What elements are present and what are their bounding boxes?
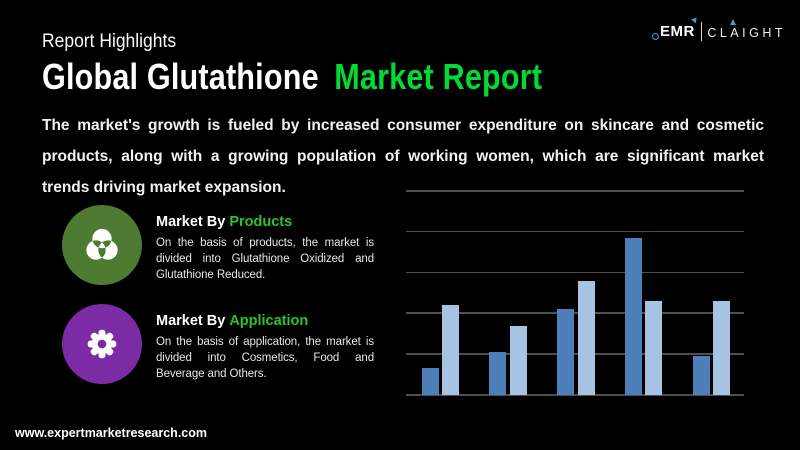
section-application-body: On the basis of application, the market …	[156, 334, 374, 382]
text-line: divided into Cosmetics, Food and	[156, 352, 374, 364]
intro-paragraph: The market's growth is fueled by increas…	[42, 110, 764, 203]
bar-series-1-group3	[557, 309, 575, 395]
bar-series-2-group1	[442, 305, 459, 395]
logo-emr-text: EMR	[651, 15, 699, 40]
chart-gridline	[406, 394, 744, 396]
bar-series-2-group5	[713, 301, 731, 395]
bar-series-2-group4	[645, 301, 663, 395]
emr-claight-logo: EMR CLAIGHT	[651, 15, 786, 41]
text-line: On the basis of application, the market …	[156, 336, 374, 348]
chart-gridline	[406, 271, 744, 274]
eyebrow-report-highlights: Report Highlights	[42, 31, 177, 52]
bar-series-1-group2	[489, 352, 507, 395]
section-products-body: On the basis of products, the market is d…	[156, 235, 374, 283]
bar-chart	[406, 190, 744, 396]
chart-gridline	[406, 353, 744, 355]
footer-website-url: www.expertmarketresearch.com	[15, 426, 207, 440]
bar-series-2-group2	[509, 325, 527, 395]
chart-gridline	[406, 230, 744, 233]
gear-icon	[62, 304, 142, 384]
venn-diagram-icon	[62, 205, 142, 285]
logo-claight-text: CLAIGHT	[707, 18, 786, 40]
text-line: trends driving market expansion.	[42, 179, 286, 196]
logo-ring-icon	[651, 33, 659, 40]
text-line: products, along with a growing populatio…	[42, 148, 764, 165]
bar-series-1-group1	[421, 368, 439, 395]
text-line: The market's growth is fueled by increas…	[42, 117, 764, 134]
logo-caret-icon	[730, 18, 737, 25]
logo-divider	[700, 22, 703, 41]
chart-gridline	[406, 312, 744, 314]
section-application-title: Market By Application	[156, 313, 309, 329]
section-products-title: Market By Products	[156, 214, 293, 230]
section-market-by-application: Market By Application On the basis of app…	[62, 304, 402, 394]
chart-gridline	[406, 190, 744, 192]
section-market-by-products: Market By Products On the basis of produc…	[62, 205, 402, 295]
page-title-main: Global Glutathione	[42, 56, 319, 97]
bar-series-2-group3	[577, 280, 595, 395]
page-title: Global Glutathione Market Report	[42, 56, 542, 98]
text-line: Beverage and Others.	[156, 368, 267, 380]
bar-series-1-group5	[692, 356, 710, 395]
section-application-text: Market By Application On the basis of app…	[156, 313, 374, 382]
text-line: Glutathione Reduced.	[156, 269, 266, 281]
text-line: divided into Glutathione Oxidized and	[156, 253, 374, 265]
section-products-text: Market By Products On the basis of produc…	[156, 214, 374, 283]
text-line: On the basis of products, the market is	[156, 237, 374, 249]
page-title-accent: Market Report	[334, 56, 543, 97]
bar-series-1-group4	[624, 237, 642, 395]
